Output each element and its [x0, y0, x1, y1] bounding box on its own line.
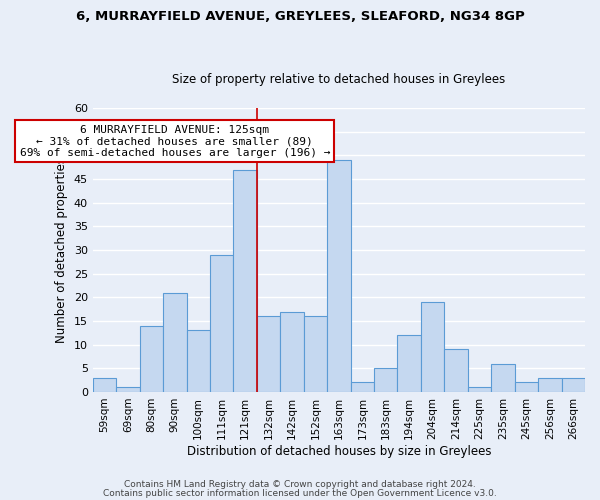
Bar — [140, 326, 163, 392]
Bar — [562, 378, 585, 392]
Text: 6 MURRAYFIELD AVENUE: 125sqm
← 31% of detached houses are smaller (89)
69% of se: 6 MURRAYFIELD AVENUE: 125sqm ← 31% of de… — [20, 124, 330, 158]
Title: Size of property relative to detached houses in Greylees: Size of property relative to detached ho… — [172, 73, 505, 86]
Bar — [257, 316, 280, 392]
Bar — [327, 160, 350, 392]
X-axis label: Distribution of detached houses by size in Greylees: Distribution of detached houses by size … — [187, 444, 491, 458]
Bar — [397, 335, 421, 392]
Text: 6, MURRAYFIELD AVENUE, GREYLEES, SLEAFORD, NG34 8GP: 6, MURRAYFIELD AVENUE, GREYLEES, SLEAFOR… — [76, 10, 524, 23]
Bar — [187, 330, 210, 392]
Bar — [93, 378, 116, 392]
Bar — [210, 254, 233, 392]
Text: Contains HM Land Registry data © Crown copyright and database right 2024.: Contains HM Land Registry data © Crown c… — [124, 480, 476, 489]
Bar — [445, 350, 468, 392]
Bar — [374, 368, 397, 392]
Bar — [515, 382, 538, 392]
Bar — [421, 302, 445, 392]
Bar — [468, 387, 491, 392]
Bar — [280, 312, 304, 392]
Bar — [116, 387, 140, 392]
Bar — [233, 170, 257, 392]
Bar — [538, 378, 562, 392]
Text: Contains public sector information licensed under the Open Government Licence v3: Contains public sector information licen… — [103, 489, 497, 498]
Bar — [163, 292, 187, 392]
Y-axis label: Number of detached properties: Number of detached properties — [55, 157, 68, 343]
Bar — [350, 382, 374, 392]
Bar — [491, 364, 515, 392]
Bar — [304, 316, 327, 392]
